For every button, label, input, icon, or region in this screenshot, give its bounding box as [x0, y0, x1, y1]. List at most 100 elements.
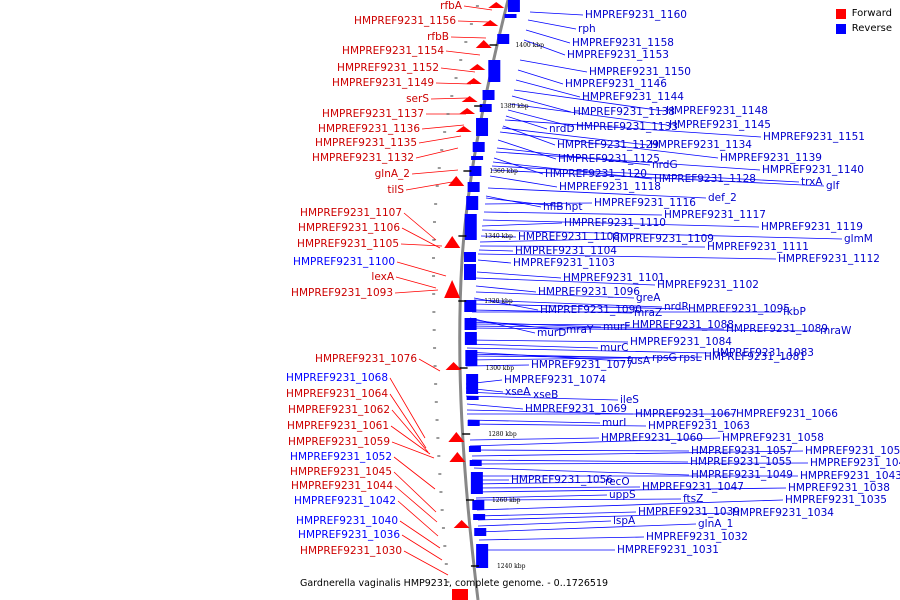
right-gene-label: HMPREF9231_1111 [707, 241, 809, 253]
reverse-gene [472, 142, 485, 152]
right-gene-label: nrdD [549, 123, 575, 135]
right-gene-label: glnA_1 [698, 518, 733, 530]
left-gene-label: HMPREF9231_1064 [286, 388, 388, 400]
right-gene-label: trxA [801, 176, 823, 188]
leader-line [469, 317, 536, 334]
right-gene-label: mraW [820, 325, 852, 337]
reverse-gene [474, 528, 487, 536]
leader-line [391, 409, 429, 453]
label-leader-lines [389, 5, 843, 576]
right-gene-label: fusA [627, 355, 651, 367]
right-gene-label: recO [605, 476, 630, 488]
leader-line [489, 175, 558, 188]
right-gene-label: HMPREF9231_1057 [691, 445, 793, 457]
leader-line [504, 119, 762, 138]
right-gene-label: HMPREF9231_1089 [726, 323, 828, 335]
axis-tick-label: 1280 kbp [488, 431, 517, 438]
legend-item-forward: Forward [835, 8, 892, 19]
leader-line [482, 219, 760, 228]
right-gene-label: mraZ [634, 307, 662, 319]
right-gene-label: murD [537, 327, 566, 339]
leader-line [393, 456, 436, 490]
right-gene-label: HMPREF9231_1101 [563, 272, 665, 284]
right-gene-label: hpt [565, 201, 582, 213]
right-gene-label: HMPREF9231_1049 [691, 469, 793, 481]
right-gene-label: ftsZ [683, 493, 703, 505]
left-gene-label: HMPREF9231_1052 [290, 451, 392, 463]
right-gene-label: HMPREF9231_1039 [638, 506, 740, 518]
right-gene-label: murC [600, 342, 629, 354]
leader-line [401, 227, 441, 249]
left-gene-label: HMPREF9231_1059 [288, 436, 390, 448]
right-gene-label: HMPREF9231_1056 [511, 474, 613, 486]
leader-line [466, 409, 634, 415]
leader-line [450, 36, 487, 39]
leader-line [477, 512, 731, 521]
reverse-gene [482, 90, 495, 100]
leader-line [466, 403, 524, 410]
right-gene-label: HMPREF9231_1069 [525, 403, 627, 415]
right-gene-label: HMPREF9231_1081 [704, 351, 806, 363]
reverse-gene [476, 118, 489, 136]
leader-line [485, 197, 564, 208]
leader-line [499, 131, 719, 159]
leader-line [478, 249, 514, 252]
leader-line [529, 11, 584, 16]
leader-line [519, 59, 588, 73]
right-gene-label: HMPREF9231_1102 [657, 279, 759, 291]
leader-line [477, 523, 697, 533]
leader-line [496, 147, 651, 166]
leader-line [393, 471, 437, 513]
leader-line [527, 19, 577, 30]
leader-line [466, 356, 703, 361]
left-gene-label: tilS [387, 184, 404, 196]
leader-line [497, 139, 557, 160]
leader-line [471, 449, 690, 452]
left-gene-label: HMPREF9231_1149 [332, 77, 434, 89]
right-gene-label: murF [603, 321, 630, 333]
leader-line [490, 169, 825, 187]
forward-gene [444, 280, 461, 298]
leader-line [390, 425, 431, 455]
left-gene-label: HMPREF9231_1061 [287, 420, 389, 432]
left-gene-label: HMPREF9231_1036 [298, 529, 400, 541]
right-gene-label: rpsG [652, 352, 677, 364]
reverse-gene [472, 500, 485, 510]
leader-line [525, 29, 571, 44]
reverse-gene [464, 264, 477, 280]
right-gene-label: HMPREF9231_1096 [538, 286, 640, 298]
right-gene-label: ileS [620, 394, 639, 406]
reverse-gene [469, 460, 482, 466]
axis-tick-label: 1380 kbp [500, 103, 529, 110]
axis-tick-label: 1260 kbp [492, 497, 521, 504]
leader-line [400, 243, 443, 247]
right-gene-label: HMPREF9231_1090 [540, 304, 642, 316]
forward-gene [444, 236, 461, 248]
leader-line [476, 511, 637, 517]
leader-line [415, 147, 459, 159]
right-gene-label: HMPREF9231_1133 [576, 121, 678, 133]
right-gene-label: HMPREF9231_1160 [585, 9, 687, 21]
reverse-gene [479, 104, 492, 112]
gene-labels: rfbA HMPREF9231_1156 rfbB HMPREF9231_1154 HM… [286, 0, 900, 557]
leader-line [472, 303, 687, 310]
right-gene-label: HMPREF9231_1158 [572, 37, 674, 49]
right-gene-label: murI [602, 417, 626, 429]
left-gene-label: HMPREF9231_1062 [288, 404, 390, 416]
leader-line [465, 395, 619, 401]
legend-item-reverse: Reverse [835, 23, 892, 34]
right-gene-label: nrdR [664, 301, 689, 313]
left-gene-label: HMPREF9231_1042 [294, 495, 396, 507]
genome-backbone [458, 0, 510, 600]
right-gene-label: HMPREF9231_1104 [515, 245, 617, 257]
leader-line [421, 124, 465, 130]
leader-line [403, 550, 449, 576]
leader-line [399, 520, 441, 549]
axis-tick-label: 1400 kbp [515, 42, 544, 49]
right-gene-label: xseA [505, 386, 531, 398]
right-gene-label: glmM [844, 233, 873, 245]
right-gene-label: HMPREF9231_1095 [688, 303, 790, 315]
right-gene-label: HMPREF9231_1139 [720, 152, 822, 164]
left-gene-label: HMPREF9231_1093 [291, 287, 393, 299]
forward-swatch [835, 8, 846, 19]
